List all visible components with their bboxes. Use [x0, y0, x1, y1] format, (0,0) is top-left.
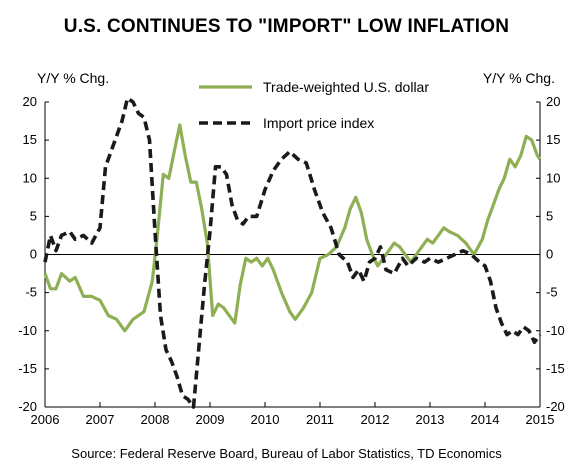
series-line-trade-weighted-dollar	[43, 123, 542, 333]
y-tick-label-right: -10	[546, 323, 565, 338]
legend-label-trade-weighted-dollar: Trade-weighted U.S. dollar	[263, 79, 429, 95]
series-line-import-price-index	[43, 96, 542, 409]
y-axis-left-label: Y/Y % Chg.	[37, 70, 109, 86]
x-tick-label: 2013	[416, 412, 445, 427]
y-tick-label-left: -15	[18, 361, 37, 376]
y-tick-label-right: 5	[546, 208, 553, 223]
y-tick-label-left: 15	[23, 132, 37, 147]
y-axis-right-label: Y/Y % Chg.	[483, 70, 555, 86]
x-tick-label: 2015	[526, 412, 555, 427]
y-tick-label-left: -5	[25, 285, 37, 300]
y-tick-label-right: 0	[546, 247, 553, 262]
x-tick-label: 2012	[361, 412, 390, 427]
x-tick-label: 2014	[471, 412, 500, 427]
y-tick-label-left: -10	[18, 323, 37, 338]
y-tick-label-left: 20	[23, 94, 37, 109]
x-tick-label: 2007	[86, 412, 115, 427]
legend-label-import-price-index: Import price index	[263, 115, 374, 131]
x-tick-label: 2006	[31, 412, 60, 427]
x-tick-label: 2008	[141, 412, 170, 427]
x-tick-label: 2010	[251, 412, 280, 427]
x-tick-label: 2011	[306, 412, 334, 427]
y-tick-label-left: -20	[18, 399, 37, 414]
y-tick-label-left: 10	[23, 170, 37, 185]
chart-source: Source: Federal Reserve Board, Bureau of…	[71, 446, 502, 461]
y-tick-label-right: 15	[546, 132, 560, 147]
y-tick-label-right: 10	[546, 170, 560, 185]
chart-title: U.S. CONTINUES TO "IMPORT" LOW INFLATION	[63, 16, 510, 37]
y-tick-label-right: -5	[546, 285, 558, 300]
y-tick-label-left: 5	[30, 208, 37, 223]
y-tick-label-right: -20	[546, 399, 565, 414]
y-tick-label-right: -15	[546, 361, 565, 376]
y-tick-label-left: 0	[30, 247, 37, 262]
x-tick-label: 2009	[196, 412, 225, 427]
y-tick-label-right: 20	[546, 94, 560, 109]
